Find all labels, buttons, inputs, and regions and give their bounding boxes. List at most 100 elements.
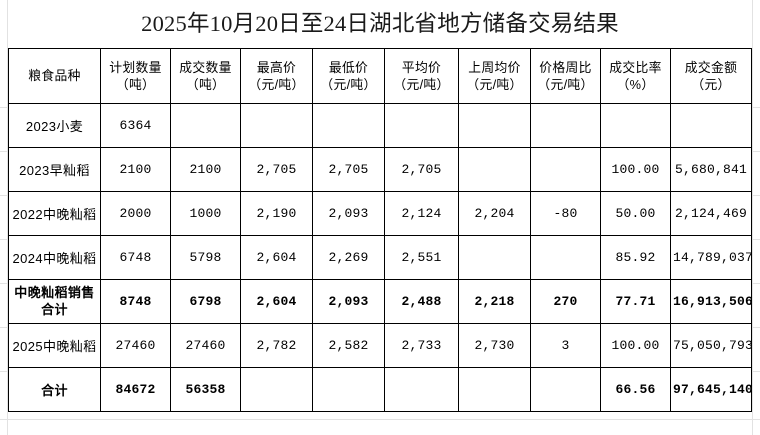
cell-planned_qty: 84672 (100, 367, 171, 412)
column-header-traded_qty: 成交数量 （吨） (170, 48, 241, 104)
cell-variety: 2023早籼稻 (8, 147, 101, 192)
cell-average_price (384, 367, 459, 412)
column-header-label: 最高价 (256, 59, 297, 75)
column-header-label: 成交比率 (609, 59, 662, 75)
cell-planned_qty: 2000 (100, 191, 171, 236)
cell-variety: 中晚籼稻销售 合计 (8, 279, 101, 324)
cell-last_week_avg: 2,730 (458, 323, 531, 368)
cell-trade_ratio: 100.00 (600, 147, 671, 192)
cell-planned_qty: 2100 (100, 147, 171, 192)
table-row: 2022中晚籼稻 2000 1000 2,190 2,093 2,124 2,204 -80 5… (8, 191, 752, 236)
column-header-unit: （元/吨） (248, 77, 305, 92)
cell-trade_amount: 14,789,037 (670, 235, 752, 280)
column-header-average_price: 平均价 （元/吨） (384, 48, 459, 104)
cell-trade_amount: 16,913,506 (670, 279, 752, 324)
cell-price_wow (530, 103, 601, 148)
cell-highest_price: 2,705 (240, 147, 313, 192)
table-row: 合计 84672 56358 66.56 97,645,140 (8, 367, 752, 412)
cell-planned_qty: 6748 (100, 235, 171, 280)
column-header-planned_qty: 计划数量 （吨） (100, 48, 171, 104)
cell-trade_ratio: 77.71 (600, 279, 671, 324)
column-header-price_wow: 价格周比 （元/吨） (530, 48, 601, 104)
cell-price_wow (530, 367, 601, 412)
column-header-lowest_price: 最低价 （元/吨） (312, 48, 385, 104)
cell-planned_qty: 27460 (100, 323, 171, 368)
column-header-label: 最低价 (328, 59, 369, 75)
cell-trade_amount (670, 103, 752, 148)
column-header-unit: （元/吨） (466, 77, 523, 92)
title-bar: 2025年10月20日至24日湖北省地方储备交易结果 (0, 0, 760, 48)
cell-variety: 2022中晚籼稻 (8, 191, 101, 236)
cell-price_wow: 3 (530, 323, 601, 368)
cell-variety: 2024中晚籼稻 (8, 235, 101, 280)
cell-average_price (384, 103, 459, 148)
cell-trade_amount: 75,050,793 (670, 323, 752, 368)
table-row: 2023早籼稻 2100 2100 2,705 2,705 2,705 100.00 5,68… (8, 147, 752, 192)
column-header-label: 成交金额 (684, 59, 738, 75)
cell-traded_qty: 1000 (170, 191, 241, 236)
cell-last_week_avg (458, 367, 531, 412)
table-row: 2023小麦 6364 (8, 103, 752, 148)
cell-price_wow (530, 147, 601, 192)
column-header-label: 粮食品种 (28, 68, 81, 84)
cell-highest_price: 2,190 (240, 191, 313, 236)
table-row: 2025中晚籼稻 27460 27460 2,782 2,582 2,733 2,730 3 1… (8, 323, 752, 368)
cell-variety: 2023小麦 (8, 103, 101, 148)
column-header-label: 成交数量 (179, 59, 232, 75)
column-header-label: 价格周比 (539, 59, 592, 75)
cell-highest_price (240, 367, 313, 412)
cell-average_price: 2,488 (384, 279, 459, 324)
cell-last_week_avg: 2,218 (458, 279, 531, 324)
column-header-last_week_avg: 上周均价 （元/吨） (458, 48, 531, 104)
cell-traded_qty: 27460 (170, 323, 241, 368)
cell-last_week_avg: 2,204 (458, 191, 531, 236)
cell-trade_ratio: 66.56 (600, 367, 671, 412)
cell-highest_price: 2,604 (240, 235, 313, 280)
cell-price_wow: 270 (530, 279, 601, 324)
cell-highest_price (240, 103, 313, 148)
cell-lowest_price: 2,705 (312, 147, 385, 192)
column-header-trade_amount: 成交金额 （元） (670, 48, 752, 104)
cell-lowest_price: 2,093 (312, 191, 385, 236)
cell-trade_ratio: 100.00 (600, 323, 671, 368)
column-header-highest_price: 最高价 （元/吨） (240, 48, 313, 104)
column-header-unit: （元） (691, 77, 731, 92)
cell-traded_qty: 5798 (170, 235, 241, 280)
cell-planned_qty: 6364 (100, 103, 171, 148)
cell-trade_ratio: 50.00 (600, 191, 671, 236)
cell-lowest_price: 2,582 (312, 323, 385, 368)
cell-traded_qty (170, 103, 241, 148)
cell-trade_amount: 2,124,469 (670, 191, 752, 236)
cell-highest_price: 2,604 (240, 279, 313, 324)
cell-average_price: 2,551 (384, 235, 459, 280)
cell-average_price: 2,124 (384, 191, 459, 236)
column-header-trade_ratio: 成交比率 （%） (600, 48, 671, 104)
trade-results-table: 粮食品种 计划数量 （吨） 成交数量 （吨） 最高价 （元/吨） 最低价 （元/吨） 平均价 （元/… (8, 48, 752, 412)
table-container: 粮食品种 计划数量 （吨） 成交数量 （吨） 最高价 （元/吨） 最低价 （元/吨） 平均价 （元/… (0, 48, 760, 412)
column-header-label: 上周均价 (468, 59, 521, 75)
column-header-label: 平均价 (401, 59, 442, 75)
cell-trade_ratio: 85.92 (600, 235, 671, 280)
column-header-unit: （吨） (185, 77, 226, 92)
cell-planned_qty: 8748 (100, 279, 171, 324)
cell-lowest_price (312, 367, 385, 412)
cell-traded_qty: 6798 (170, 279, 241, 324)
cell-lowest_price: 2,093 (312, 279, 385, 324)
cell-lowest_price (312, 103, 385, 148)
cell-last_week_avg (458, 147, 531, 192)
cell-average_price: 2,733 (384, 323, 459, 368)
page-title: 2025年10月20日至24日湖北省地方储备交易结果 (141, 10, 619, 36)
table-row: 2024中晚籼稻 6748 5798 2,604 2,269 2,551 85.92 14,7… (8, 235, 752, 280)
header-row: 粮食品种 计划数量 （吨） 成交数量 （吨） 最高价 （元/吨） 最低价 （元/吨） 平均价 （元/… (8, 48, 752, 104)
cell-variety: 合计 (8, 367, 101, 412)
cell-variety: 2025中晚籼稻 (8, 323, 101, 368)
cell-last_week_avg (458, 103, 531, 148)
cell-price_wow (530, 235, 601, 280)
cell-traded_qty: 2100 (170, 147, 241, 192)
table-row: 中晚籼稻销售 合计 8748 6798 2,604 2,093 2,488 2,218 270 7… (8, 279, 752, 324)
column-header-unit: （元/吨） (537, 77, 594, 92)
column-header-unit: （元/吨） (320, 77, 377, 92)
column-header-variety: 粮食品种 (8, 48, 101, 104)
cell-price_wow: -80 (530, 191, 601, 236)
table-header: 粮食品种 计划数量 （吨） 成交数量 （吨） 最高价 （元/吨） 最低价 （元/吨） 平均价 （元/… (8, 48, 752, 104)
